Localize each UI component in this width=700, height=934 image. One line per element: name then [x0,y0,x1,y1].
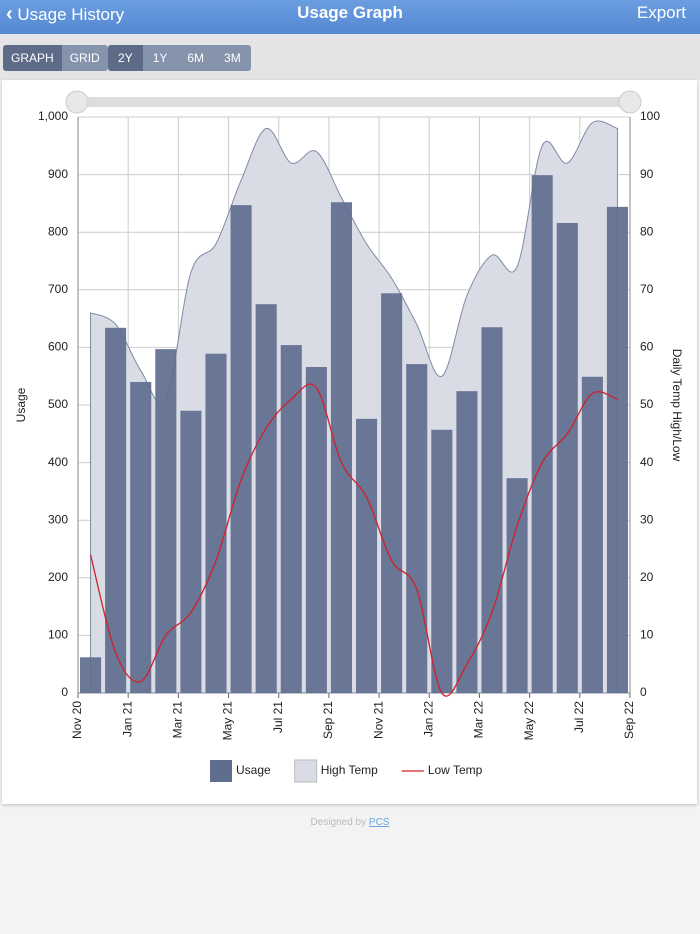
y2-tick-label: 20 [640,570,654,584]
y-tick-label: 700 [48,282,68,296]
range-slider[interactable] [77,97,630,107]
y2-tick-label: 10 [640,628,654,642]
y-tick-label: 0 [61,685,68,699]
bar [230,205,252,694]
y-axis-title: Usage [14,387,28,422]
slider-handle[interactable] [618,90,642,114]
y-tick-label: 800 [48,224,68,238]
bar [155,349,177,693]
bar [356,418,378,693]
x-tick-label: Sep 21 [321,701,335,739]
x-tick-label: Jul 22 [572,701,586,733]
bar [205,353,227,693]
y2-tick-label: 60 [640,340,654,354]
y2-tick-label: 70 [640,282,654,296]
y2-tick-label: 40 [640,455,654,469]
bar [305,366,327,693]
back-button[interactable]: ‹ Usage History [6,3,125,25]
range-button[interactable]: 6M [177,45,215,71]
back-label[interactable]: Usage History [17,5,125,24]
x-tick-label: May 21 [221,701,235,741]
y-tick-label: 200 [48,570,68,584]
y2-tick-label: 50 [640,397,654,411]
y-tick-label: 900 [48,167,68,181]
y-tick-label: 600 [48,340,68,354]
y-tick-label: 1,000 [38,109,68,123]
x-tick-label: Mar 21 [171,701,185,739]
y-tick-label: 500 [48,397,68,411]
y-tick-label: 400 [48,455,68,469]
x-tick-label: Nov 20 [70,701,84,739]
x-tick-label: Mar 22 [472,701,486,739]
y-tick-label: 100 [48,628,68,642]
bar [456,391,478,693]
bar [506,478,528,693]
legend-swatch [294,759,318,783]
x-tick-label: Sep 22 [622,701,636,739]
bar [606,206,628,693]
y2-tick-label: 90 [640,167,654,181]
footer-text: Designed by [310,817,367,828]
legend-label: Usage [236,763,271,777]
bar [330,202,352,694]
y2-tick-label: 0 [640,685,647,699]
bar [431,429,453,693]
slider-handle[interactable] [65,90,89,114]
bar [255,304,277,693]
y-tick-label: 300 [48,512,68,526]
bar [80,657,102,693]
footer-link[interactable]: PCS [368,817,390,828]
x-tick-label: May 22 [522,701,536,741]
bar [556,222,578,693]
x-tick-label: Jul 21 [271,701,285,733]
view-toggle: GRAPH GRID [3,45,108,71]
bar [130,381,152,693]
y2-tick-label: 100 [640,109,660,123]
bar [481,327,503,693]
y2-tick-label: 30 [640,512,654,526]
toolbar: GRAPH GRID 2Y 1Y 6M 3M [0,34,700,80]
bar [581,376,603,693]
bar [105,327,127,693]
footer: Designed by PCS [0,817,700,828]
range-button[interactable]: 3M [214,45,251,71]
legend-swatch [210,760,232,782]
range-toggle: 2Y 1Y 6M 3M [108,45,251,71]
chart: Usage Daily Temp High/Low 01002003004005… [14,90,684,783]
bar [531,175,553,693]
x-tick-label: Jan 22 [421,701,435,737]
bar [280,345,302,693]
legend-label: Low Temp [428,763,483,777]
x-tick-label: Jan 21 [120,701,134,737]
legend-label: High Temp [321,763,378,777]
bar [180,410,202,693]
line [89,383,618,697]
range-button[interactable]: 2Y [108,45,143,71]
view-button[interactable]: GRID [61,45,108,71]
range-button[interactable]: 1Y [142,45,178,71]
bar [406,364,428,693]
bar [381,293,403,693]
y2-tick-label: 80 [640,224,654,238]
view-button[interactable]: GRAPH [3,45,62,71]
x-tick-label: Nov 21 [371,701,385,739]
y2-axis-title: Daily Temp High/Low [670,349,684,462]
export-button[interactable]: Export [636,3,686,22]
